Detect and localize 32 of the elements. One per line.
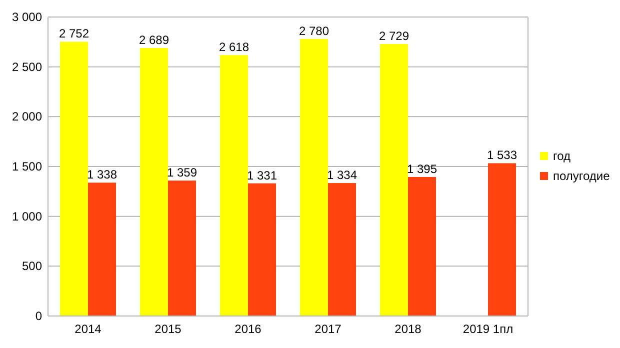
bar bbox=[168, 180, 196, 316]
bar bbox=[248, 183, 276, 316]
x-tick-label: 2019 1пл bbox=[462, 322, 514, 336]
x-tick-label: 2014 bbox=[74, 322, 102, 336]
data-label: 2 729 bbox=[378, 29, 410, 44]
y-tick-label: 2 000 bbox=[12, 110, 42, 124]
y-tick-label: 0 bbox=[35, 309, 42, 323]
x-tick-label: 2017 bbox=[314, 322, 342, 336]
bar bbox=[408, 176, 436, 316]
data-label: 2 689 bbox=[138, 32, 170, 47]
legend-label: полугодие bbox=[553, 169, 610, 183]
y-tick-label: 3 000 bbox=[12, 10, 42, 24]
data-label: 2 752 bbox=[58, 26, 90, 41]
bar bbox=[60, 42, 88, 316]
bar bbox=[140, 48, 168, 316]
bar bbox=[300, 38, 328, 316]
y-tick-label: 500 bbox=[22, 259, 42, 274]
x-tick-label: 2016 bbox=[234, 322, 262, 336]
x-tick-label: 2018 bbox=[394, 322, 422, 336]
data-label: 2 618 bbox=[218, 40, 250, 54]
bar bbox=[328, 183, 356, 316]
bar bbox=[380, 44, 408, 316]
bar bbox=[488, 163, 516, 316]
y-tick-label: 2 500 bbox=[12, 60, 42, 74]
x-tick-label: 2015 bbox=[154, 322, 182, 336]
legend-label: год bbox=[553, 149, 571, 163]
data-label: 2 780 bbox=[298, 24, 330, 38]
y-tick-label: 1 500 bbox=[12, 160, 42, 174]
y-tick-label: 1 000 bbox=[12, 209, 42, 224]
bar bbox=[220, 55, 248, 316]
data-label: 1 533 bbox=[486, 148, 518, 162]
bar bbox=[88, 182, 116, 316]
